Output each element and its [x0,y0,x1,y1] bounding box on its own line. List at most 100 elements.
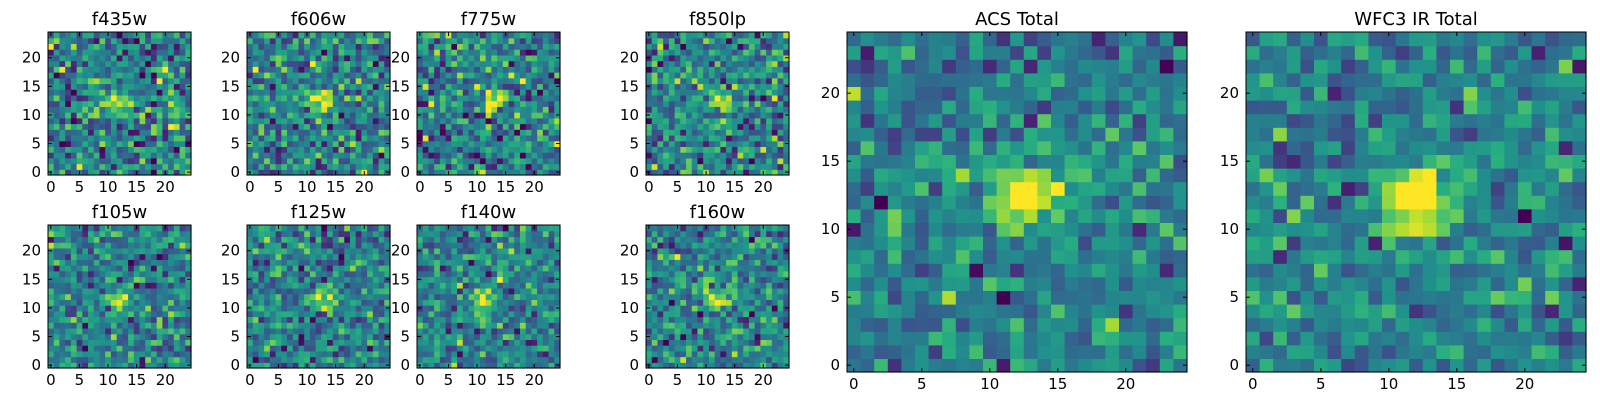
heatmap-cell [355,339,362,346]
heatmap-cell [156,316,163,323]
heatmap-cell [298,94,305,102]
heatmap-cell [82,32,89,39]
heatmap-cell [338,43,345,50]
heatmap-cell [731,94,739,102]
heatmap-cell [173,54,181,62]
heatmap-cell [714,287,721,295]
heatmap-cell [76,327,83,335]
heatmap-cell [531,129,538,136]
heatmap-cell [766,66,773,73]
heatmap-cell [275,37,282,45]
heatmap-cell [537,293,544,300]
heatmap-cell [344,146,351,153]
heatmap-cell [128,60,135,67]
heatmap-cell [434,157,441,165]
heatmap-cell [99,152,106,159]
heatmap-cell [497,83,504,90]
heatmap-cell [338,299,345,306]
heatmap-cell [542,37,550,45]
heatmap-cell [287,152,294,159]
heatmap-cell [145,66,152,73]
heatmap-cell [445,305,452,312]
heatmap-cell [76,339,83,346]
heatmap-cell [258,129,265,136]
heatmap-cell [537,236,544,243]
heatmap-cell [59,32,66,39]
heatmap-cell [105,259,112,266]
heatmap-cell [502,270,510,278]
heatmap-cell [59,259,66,266]
heatmap-cell [344,89,351,96]
heatmap-cell [485,43,492,50]
heatmap-cell [332,247,340,255]
heatmap-cell [133,100,141,107]
heatmap-cell [48,259,55,266]
heatmap-cell [378,247,385,255]
heatmap-cell [332,94,340,102]
heatmap-cell [139,100,146,107]
heatmap-cell [697,322,704,329]
heatmap-cell [275,49,282,56]
heatmap-cell [162,310,169,318]
heatmap-cell [185,163,192,170]
heatmap-cell [537,72,544,79]
heatmap-cell [537,123,544,130]
heatmap-cell [783,350,790,358]
heatmap-cell [720,94,727,102]
heatmap-cell [485,134,492,142]
heatmap-cell [674,350,681,358]
heatmap-cell [82,339,89,346]
heatmap-cell [185,345,192,352]
heatmap-cell [508,339,515,346]
heatmap-cell [247,163,254,170]
heatmap-cell [65,100,72,107]
heatmap-cell [674,77,681,85]
heatmap-cell [754,327,761,335]
heatmap-cell [502,310,510,318]
heatmap-cell [657,112,664,119]
x-tick-label: 5 [75,178,85,196]
heatmap-cell [93,72,101,79]
heatmap-cell [479,270,487,278]
heatmap-cell [439,259,447,266]
heatmap-cell [65,310,72,318]
heatmap-cell [139,350,146,358]
heatmap-cell [53,54,61,62]
heatmap-cell [338,94,345,102]
heatmap-cell [105,66,112,73]
heatmap-cell [150,327,158,335]
heatmap-cell [434,77,441,85]
x-tick-label: 20 [754,178,773,196]
heatmap-cell [355,327,362,335]
heatmap-cell [554,327,561,335]
heatmap-cell [384,157,391,165]
heatmap-cell [771,287,779,295]
heatmap-cell [275,350,282,358]
heatmap-cell [139,72,146,79]
heatmap-cell [252,152,260,159]
heatmap-cell [105,339,112,346]
heatmap-cell [497,230,504,238]
heatmap-cell [714,163,721,170]
heatmap-cell [502,333,510,340]
heatmap-cell [309,276,317,283]
heatmap-cell [150,112,158,119]
heatmap-cell [361,89,368,96]
heatmap-cell [537,259,544,266]
heatmap-cell [361,152,368,159]
heatmap-cell [298,89,305,96]
heatmap-cell [110,225,118,232]
heatmap-cell [754,350,761,358]
heatmap-cell [150,310,158,318]
heatmap-cell [445,350,452,358]
heatmap-cell [479,146,487,153]
heatmap-cell [726,350,733,358]
heatmap-cell [531,333,538,340]
heatmap-cell [439,276,447,283]
heatmap-cell [367,163,374,170]
heatmap-cell [737,100,744,107]
heatmap-cell [668,106,676,113]
heatmap-cell [462,270,470,278]
heatmap-cell [59,169,66,176]
